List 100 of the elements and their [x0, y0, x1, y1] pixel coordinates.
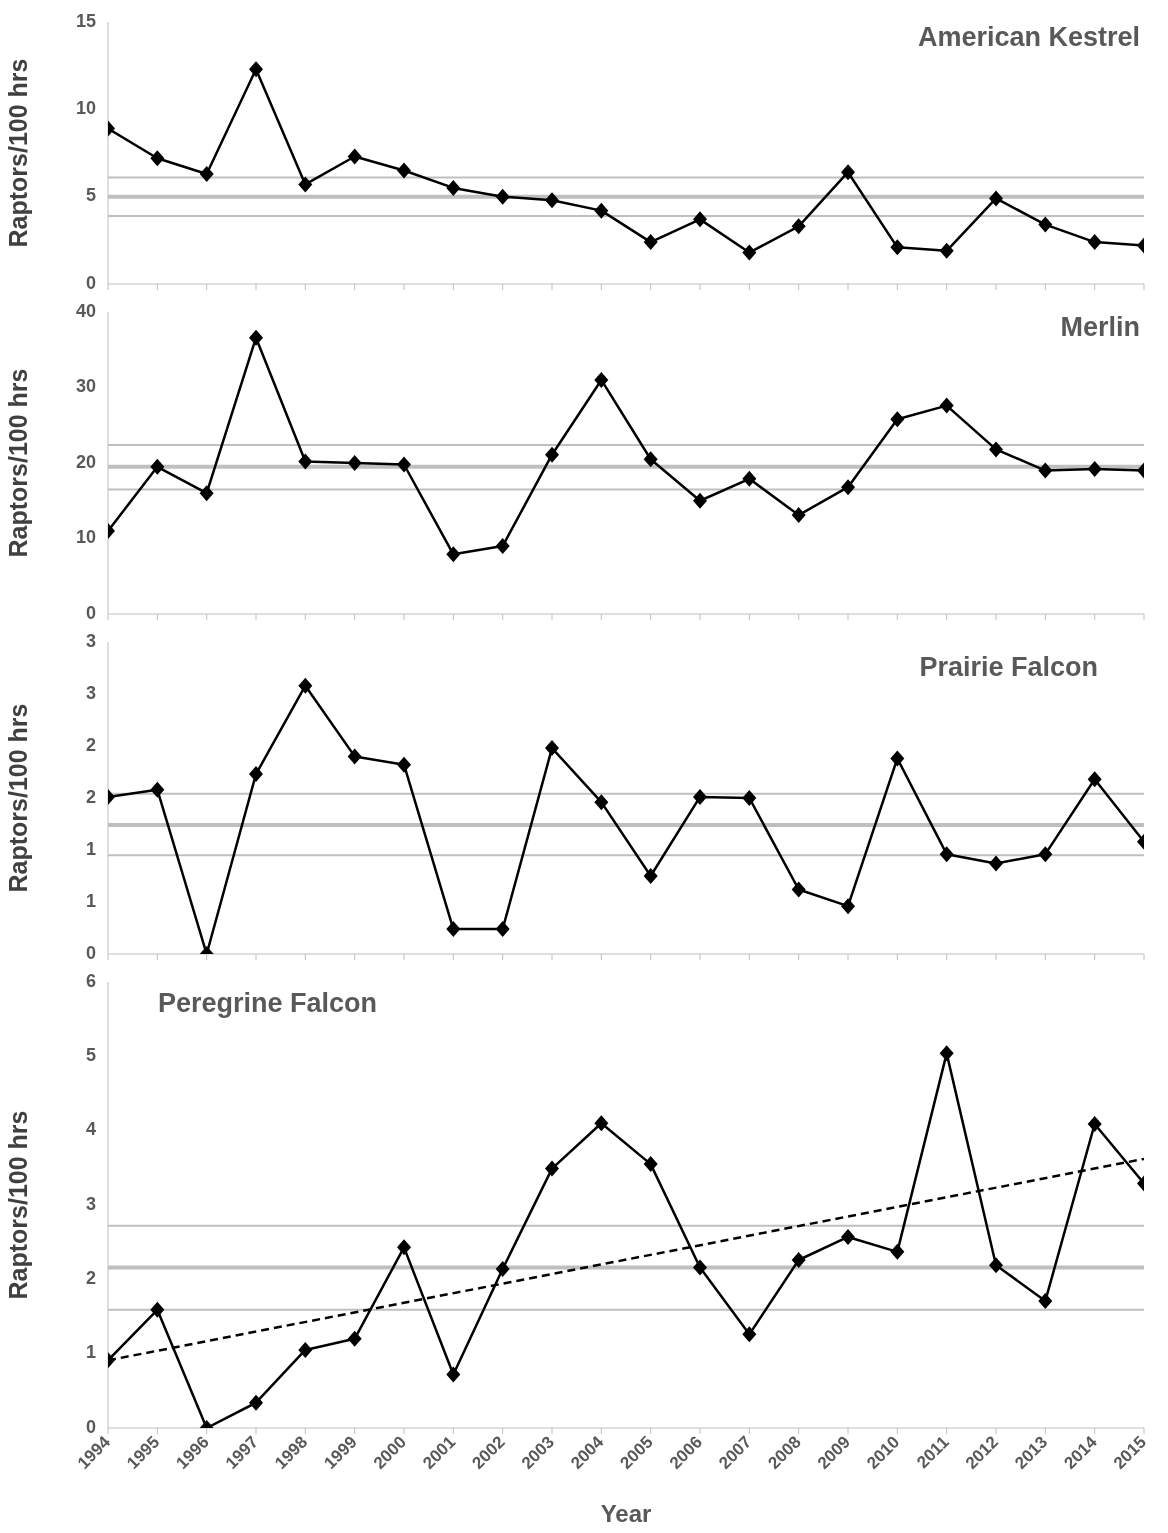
point [1038, 846, 1053, 863]
point [249, 61, 263, 78]
point [742, 1326, 757, 1343]
point [298, 1341, 313, 1358]
point [890, 411, 905, 428]
y-tick-label: 0 [85, 602, 96, 623]
point [249, 1394, 263, 1411]
point [545, 740, 559, 757]
point [841, 479, 855, 496]
y-axis-title: Raptors/100 hrs [3, 703, 32, 893]
point [347, 1330, 362, 1347]
y-axis-title: Raptors/100 hrs [3, 58, 32, 248]
point [841, 1228, 855, 1245]
point [545, 192, 559, 209]
point [298, 677, 313, 694]
point [545, 446, 559, 463]
point [989, 441, 1003, 458]
y-tick-label: 2 [85, 786, 96, 807]
y-tick-label: 30 [75, 376, 96, 397]
point [495, 921, 510, 938]
point [397, 456, 411, 473]
point [939, 397, 954, 414]
y-tick-label: 5 [85, 1045, 96, 1066]
y-tick-label: 10 [75, 527, 96, 548]
y-tick-label: 2 [85, 734, 96, 755]
point [791, 218, 806, 235]
y-tick-label: 1 [85, 1342, 96, 1363]
point [939, 242, 954, 259]
point [643, 868, 658, 884]
point [693, 492, 707, 509]
point [446, 921, 461, 938]
point [150, 150, 165, 167]
point [989, 190, 1003, 207]
point [150, 1301, 165, 1318]
y-tick-label: 20 [75, 451, 96, 472]
point [742, 470, 757, 487]
y-tick-label: 40 [75, 300, 96, 321]
point [791, 507, 806, 524]
y-tick-label: 6 [85, 970, 96, 991]
chart-title: Merlin [1060, 312, 1140, 343]
point [1087, 234, 1102, 251]
point [643, 234, 658, 251]
y-tick-label: 1 [85, 838, 96, 859]
point [150, 458, 165, 475]
point [594, 1115, 609, 1132]
point [347, 748, 362, 765]
y-tick-label: 3 [85, 682, 96, 703]
y-tick-label: 15 [75, 10, 96, 31]
point [545, 1160, 559, 1177]
point [446, 1366, 461, 1383]
point [397, 756, 411, 773]
point [643, 451, 658, 468]
point [347, 148, 362, 165]
point [742, 790, 757, 806]
point [594, 371, 609, 388]
point [446, 179, 461, 196]
point [1087, 771, 1102, 788]
point [643, 1156, 658, 1173]
point [841, 164, 855, 181]
point [989, 1257, 1003, 1274]
y-tick-label: 5 [85, 185, 96, 206]
point [791, 1252, 806, 1269]
point [495, 1260, 510, 1277]
y-tick-label: 2 [85, 1268, 96, 1289]
point [397, 162, 411, 179]
y-tick-label: 10 [75, 98, 96, 119]
point [347, 455, 362, 471]
point [249, 329, 263, 346]
point [939, 1045, 954, 1062]
point [1087, 461, 1102, 478]
x-axis-title: Year [600, 1500, 652, 1527]
point [446, 546, 461, 563]
y-tick-label: 3 [85, 1193, 96, 1214]
y-tick-label: 0 [85, 1416, 96, 1437]
point [841, 898, 855, 915]
point [495, 188, 510, 205]
y-tick-label: 1 [85, 890, 96, 911]
point [1038, 216, 1053, 233]
y-tick-label: 4 [85, 1119, 96, 1140]
point [594, 202, 609, 219]
point [199, 485, 214, 502]
chart-title: American Kestrel [917, 22, 1140, 53]
y-tick-label: 3 [85, 630, 96, 651]
chart-title: Prairie Falcon [919, 652, 1098, 683]
point [199, 165, 214, 182]
point [742, 244, 757, 261]
y-tick-label: 0 [85, 942, 96, 963]
point [249, 766, 263, 783]
point [1087, 1115, 1102, 1132]
point [939, 846, 954, 863]
point [397, 1239, 411, 1256]
point [989, 855, 1003, 872]
chart-title: Peregrine Falcon [158, 988, 378, 1019]
point [298, 176, 313, 193]
y-axis-title: Raptors/100 hrs [3, 368, 32, 558]
point [1038, 462, 1053, 479]
point [890, 750, 905, 767]
point [1038, 1292, 1053, 1309]
point [693, 1259, 707, 1276]
y-tick-label: 0 [85, 272, 96, 293]
